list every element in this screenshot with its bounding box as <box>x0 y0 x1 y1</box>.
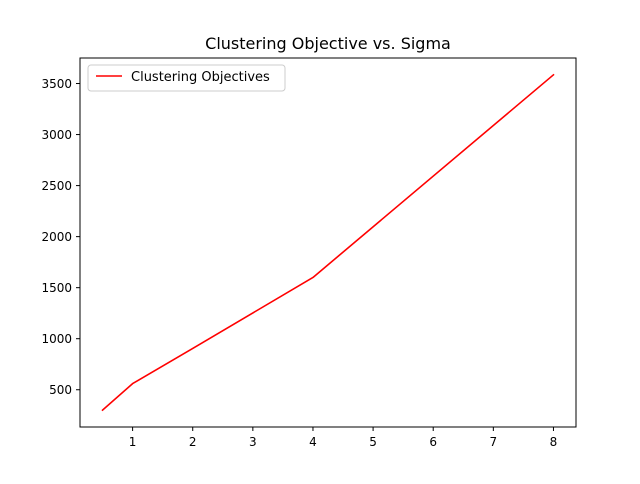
series-layer <box>101 73 555 412</box>
x-tick-label: 1 <box>129 435 137 449</box>
x-tick-label: 6 <box>429 435 437 449</box>
y-tick-label: 2500 <box>41 179 72 193</box>
legend-label: Clustering Objectives <box>131 70 270 85</box>
x-tick-label: 3 <box>249 435 257 449</box>
y-tick-label: 3500 <box>41 77 72 91</box>
x-tick-label: 5 <box>369 435 377 449</box>
y-tick-label: 1500 <box>41 281 72 295</box>
y-tick-label: 2000 <box>41 230 72 244</box>
legend-box <box>87 64 286 92</box>
legend: Clustering Objectives <box>87 64 286 92</box>
y-tick-label: 3000 <box>41 128 72 142</box>
x-tick-label: 8 <box>550 435 558 449</box>
x-tick-label: 7 <box>490 435 498 449</box>
plot-area: 1 2 3 4 5 6 7 8 500 1000 1500 2000 2500 3000 3500 <box>41 57 577 449</box>
y-axis: 500 1000 1500 2000 2500 3000 3500 <box>41 77 80 397</box>
x-axis: 1 2 3 4 5 6 7 8 <box>129 427 557 449</box>
y-tick-label: 1000 <box>41 332 72 346</box>
series-line <box>101 73 555 412</box>
x-tick-label: 2 <box>189 435 197 449</box>
x-tick-label: 4 <box>309 435 317 449</box>
y-tick-label: 500 <box>49 383 72 397</box>
chart-title: Clustering Objective vs. Sigma <box>205 34 451 53</box>
